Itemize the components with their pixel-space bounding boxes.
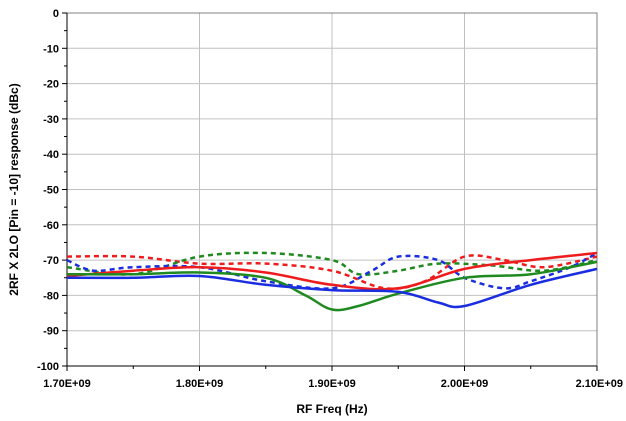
- y-tick-label: -60: [43, 220, 59, 232]
- series-line-3: [66, 267, 598, 309]
- y-tick-label: -30: [43, 114, 59, 126]
- x-tick-label: 2.10E+09: [576, 378, 623, 390]
- series-line-2: [66, 260, 598, 312]
- series-line-5: [66, 251, 598, 276]
- y-tick-label: -50: [43, 185, 59, 197]
- x-tick-label: 1.80E+09: [176, 378, 223, 390]
- y-tick-label: 0: [53, 8, 59, 20]
- axes: [62, 12, 598, 371]
- x-tick-label: 1.90E+09: [308, 378, 355, 390]
- y-tick-label: -90: [43, 326, 59, 338]
- x-tick-label: 1.70E+09: [43, 378, 90, 390]
- series-line-6: [66, 251, 598, 290]
- x-axis-title: RF Freq (Hz): [296, 402, 367, 416]
- y-tick-label: -100: [37, 361, 59, 373]
- y-tick-label: -10: [43, 43, 59, 55]
- x-tick-label: 2.00E+09: [441, 378, 488, 390]
- y-tick-label: -40: [43, 149, 59, 161]
- series-lines: [66, 251, 598, 312]
- grid: [66, 12, 598, 367]
- y-tick-label: -20: [43, 79, 59, 91]
- y-tick-label: -80: [43, 290, 59, 302]
- tick-labels: 0 -10 -20 -30 -40 -50 -60 -70 -80 -90 -100 1.70E+09…: [37, 8, 623, 390]
- series-line-1: [66, 251, 598, 291]
- y-axis-title: 2RF X 2LO [Pin = -10] response (dBc): [7, 83, 21, 295]
- series-line-4: [66, 254, 598, 290]
- y-tick-label: -70: [43, 255, 59, 267]
